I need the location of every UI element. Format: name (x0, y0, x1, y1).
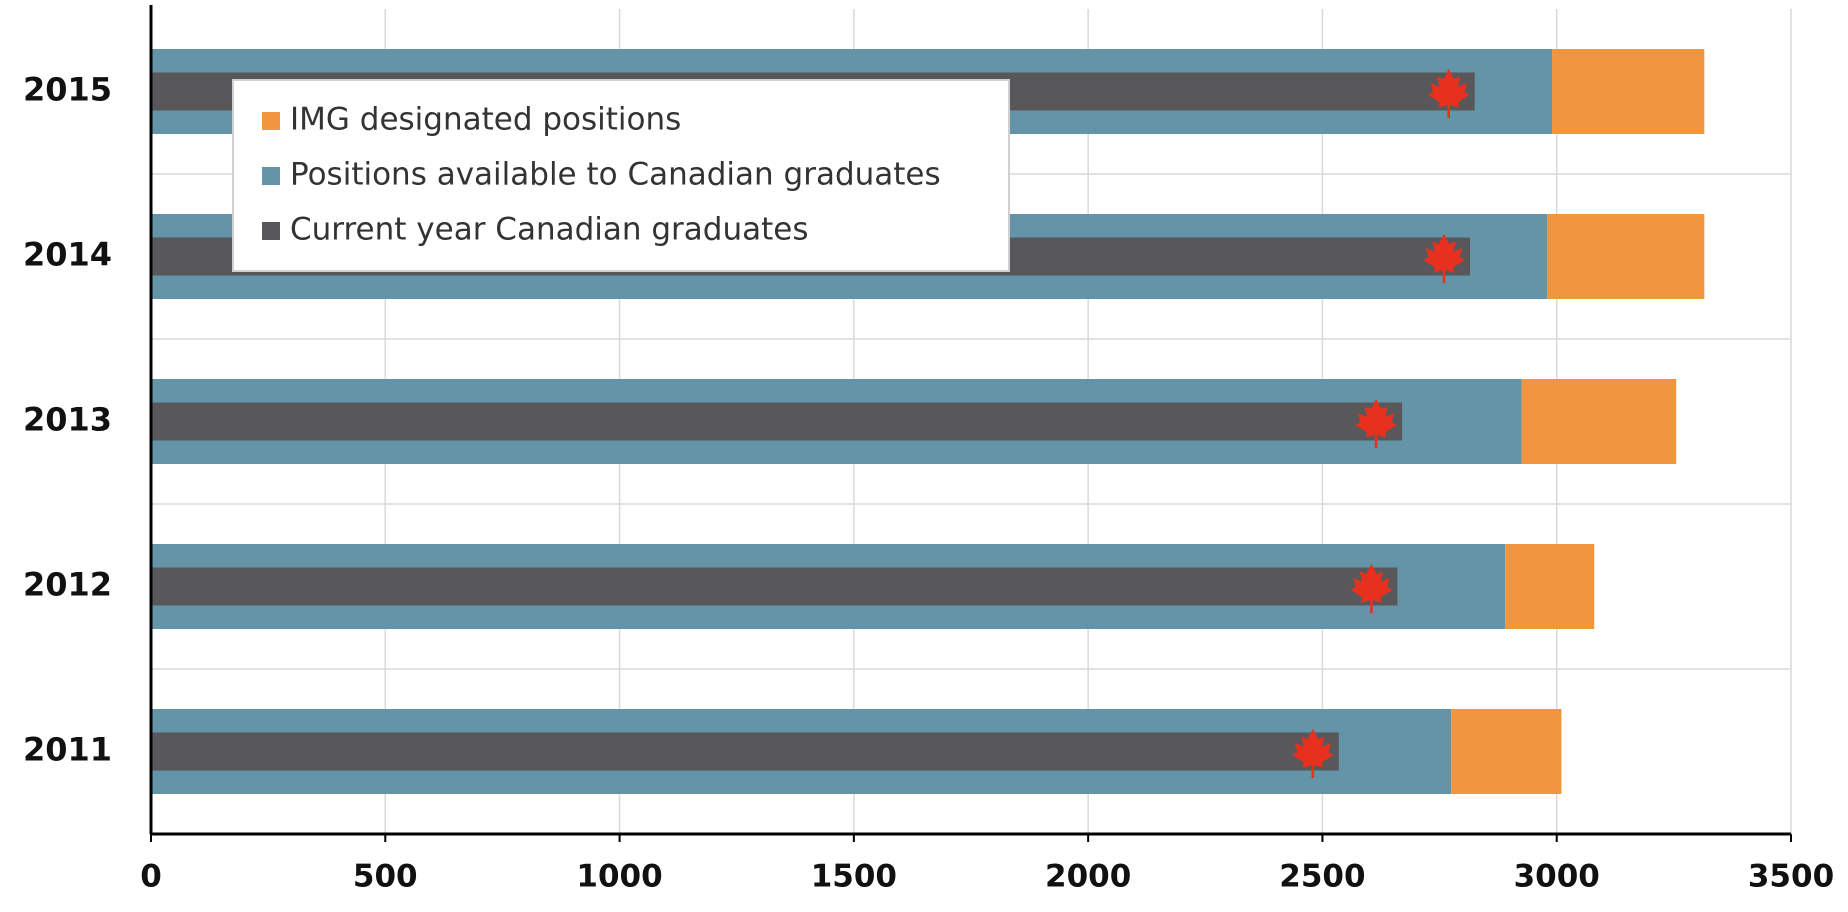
x-tick-label: 3500 (1748, 859, 1834, 895)
x-tick-label: 2000 (1045, 859, 1131, 895)
y-tick-label: 2012 (23, 566, 112, 604)
y-tick-label: 2011 (23, 731, 112, 769)
maple-leaf (1423, 233, 1465, 284)
x-tick-label: 0 (140, 859, 162, 895)
bar (1451, 709, 1562, 794)
y-tick-label: 2014 (23, 236, 112, 274)
legend-swatch (262, 222, 280, 240)
bar (1547, 214, 1705, 299)
legend: IMG designated positions Positions availa… (232, 79, 1010, 272)
maple-leaf (1350, 563, 1393, 614)
x-tick-label: 500 (353, 859, 418, 895)
y-tick-label: 2013 (23, 401, 112, 439)
maple-leaf (1355, 398, 1397, 449)
y-tick-label: 2015 (23, 71, 112, 109)
bar (1521, 379, 1677, 464)
bar (151, 402, 1403, 441)
legend-box (232, 79, 1010, 272)
legend-swatch (262, 167, 280, 185)
x-tick-label: 1000 (576, 859, 662, 895)
legend-label: IMG designated positions (290, 102, 681, 138)
maple-leaf (1292, 728, 1334, 779)
bar (151, 732, 1339, 771)
bar (1505, 544, 1595, 629)
legend-label: Current year Canadian graduates (290, 212, 809, 248)
legend-label: Positions available to Canadian graduate… (290, 157, 941, 193)
x-tick-label: 1500 (811, 859, 897, 895)
x-tick-label: 3000 (1514, 859, 1600, 895)
bar (1552, 49, 1705, 134)
x-tick-label: 2500 (1279, 859, 1365, 895)
bar (151, 567, 1398, 606)
legend-swatch (262, 112, 280, 130)
maple-leaf (1427, 68, 1470, 119)
